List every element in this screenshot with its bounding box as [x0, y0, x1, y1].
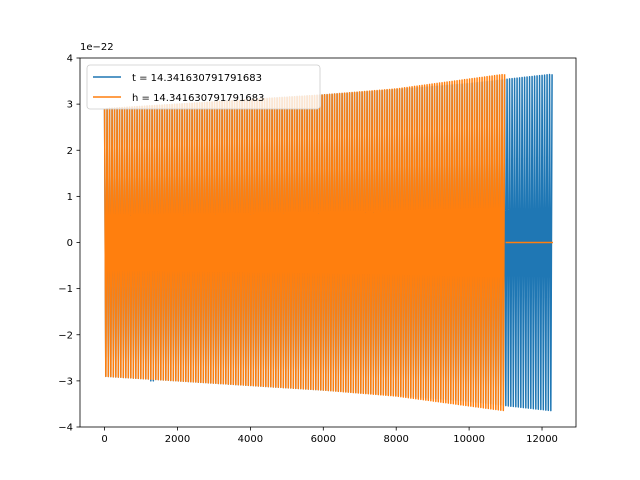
legend-label-series-t: t = 14.341630791791683	[132, 73, 262, 84]
y-tick-label: 4	[67, 54, 73, 65]
y-tick-label: 1	[67, 192, 73, 203]
legend: t = 14.341630791791683 h = 14.3416307917…	[86, 64, 321, 110]
x-tick-label: 8000	[383, 434, 408, 445]
legend-box	[86, 64, 321, 110]
x-tick-label: 6000	[311, 434, 336, 445]
y-tick-label: 0	[67, 238, 73, 249]
x-tick-label: 0	[101, 434, 107, 445]
y-tick-label: 3	[67, 100, 73, 111]
y-tick-label: −4	[58, 423, 73, 434]
x-tick-label: 2000	[165, 434, 190, 445]
y-tick-label: −1	[58, 284, 73, 295]
x-tick-label: 4000	[238, 434, 263, 445]
x-tick-label: 12000	[526, 434, 558, 445]
y-tick-label: −2	[58, 330, 73, 341]
y-axis-offset-label: 1e−22	[80, 42, 114, 53]
y-tick-label: −3	[58, 376, 73, 387]
y-axis-ticks: −4 −3 −2 −1 0 1 2 3 4	[58, 54, 80, 434]
legend-label-series-h: h = 14.341630791791683	[132, 93, 264, 104]
x-tick-label: 10000	[453, 434, 485, 445]
x-axis-ticks: 0 2000 4000 6000 8000 10000 12000	[101, 427, 558, 445]
y-tick-label: 2	[67, 146, 73, 157]
